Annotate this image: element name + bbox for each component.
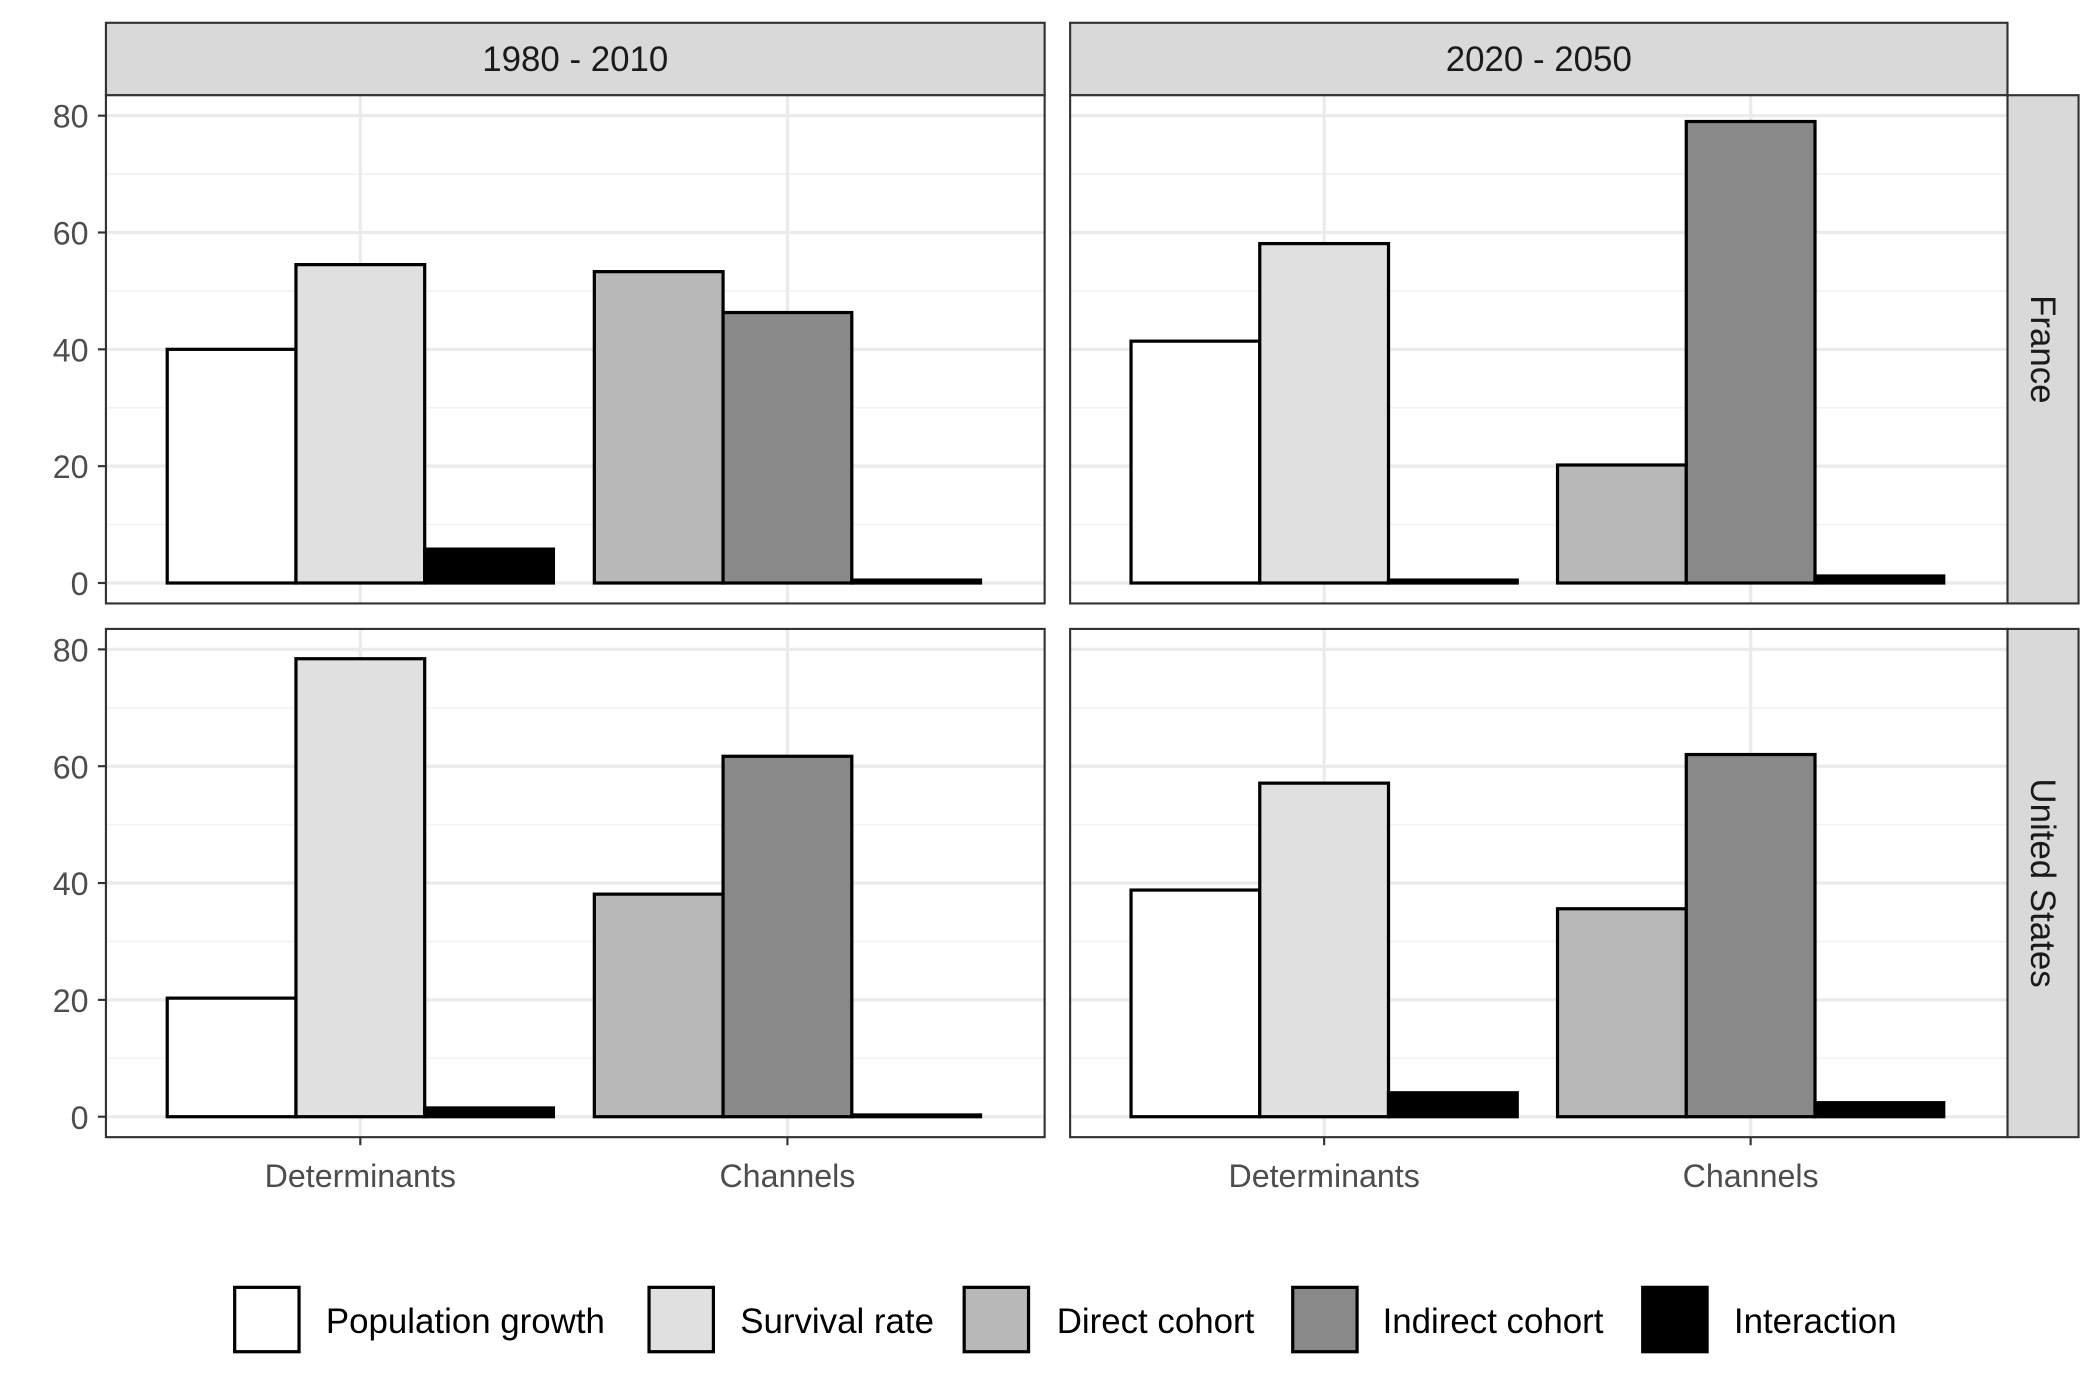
legend-label: Direct cohort xyxy=(1057,1302,1255,1341)
legend-key-indirect-cohort xyxy=(1291,1285,1359,1354)
y-tick-label: 60 xyxy=(53,749,89,785)
bar-interaction xyxy=(423,547,556,585)
panel-border xyxy=(1069,94,2009,605)
panel-border xyxy=(104,627,1046,1139)
panel-border xyxy=(1069,627,2009,1139)
facet-strip-2020-2050 xyxy=(1069,21,2009,97)
bar-indirect-cohort xyxy=(721,310,854,585)
facet-strip-label: France xyxy=(2023,295,2062,404)
y-tick-label: 0 xyxy=(71,1100,89,1136)
legend-label: Indirect cohort xyxy=(1383,1302,1604,1341)
bar-population-growth xyxy=(1129,339,1262,585)
bar-direct-cohort xyxy=(1555,463,1688,585)
bar-population-growth xyxy=(1129,888,1262,1119)
x-tick-label: Determinants xyxy=(265,1158,456,1194)
x-tick-label: Determinants xyxy=(1228,1158,1419,1194)
panel-border xyxy=(104,94,1046,605)
bar-direct-cohort xyxy=(1555,907,1688,1119)
bar-population-growth xyxy=(165,347,298,585)
bar-interaction xyxy=(850,578,983,585)
facet-strip-united-states xyxy=(2006,627,2080,1139)
bar-interaction xyxy=(423,1106,556,1119)
facet-strip-france xyxy=(2006,94,2080,605)
bar-survival-rate xyxy=(1258,781,1391,1119)
bar-survival-rate xyxy=(1258,241,1391,585)
legend-key-interaction xyxy=(1641,1285,1709,1354)
bar-survival-rate xyxy=(294,263,427,585)
facet-strip-label: 1980 - 2010 xyxy=(482,40,668,79)
facet-strip-1980-2010 xyxy=(104,21,1046,97)
legend-key-population-growth xyxy=(233,1285,301,1354)
bar-interaction xyxy=(1813,1101,1946,1119)
bar-indirect-cohort xyxy=(1684,752,1817,1119)
legend-label: Interaction xyxy=(1734,1302,1897,1341)
legend-label: Survival rate xyxy=(740,1302,934,1341)
y-tick-label: 60 xyxy=(53,216,89,252)
x-tick-label: Channels xyxy=(719,1158,855,1194)
bar-direct-cohort xyxy=(592,892,725,1119)
bar-population-growth xyxy=(165,996,298,1119)
bar-survival-rate xyxy=(294,657,427,1119)
bar-interaction xyxy=(1813,574,1946,585)
facet-strip-label: 2020 - 2050 xyxy=(1446,40,1632,79)
bar-interaction xyxy=(850,1113,983,1119)
y-tick-label: 80 xyxy=(53,99,89,135)
bar-indirect-cohort xyxy=(1684,119,1817,585)
y-tick-label: 40 xyxy=(53,332,89,368)
y-tick-label: 0 xyxy=(71,566,89,602)
y-tick-label: 40 xyxy=(53,866,89,902)
legend-key-direct-cohort xyxy=(962,1285,1031,1354)
facet-strip-label: United States xyxy=(2023,778,2062,987)
x-tick-label: Channels xyxy=(1683,1158,1819,1194)
bar-direct-cohort xyxy=(592,270,725,585)
y-tick-label: 20 xyxy=(53,449,89,485)
bar-indirect-cohort xyxy=(721,754,854,1119)
bar-interaction xyxy=(1386,578,1519,585)
y-tick-label: 80 xyxy=(53,632,89,668)
legend-label: Population growth xyxy=(326,1302,605,1341)
bar-interaction xyxy=(1386,1091,1519,1119)
y-tick-label: 20 xyxy=(53,983,89,1019)
legend-key-survival-rate xyxy=(647,1285,716,1354)
